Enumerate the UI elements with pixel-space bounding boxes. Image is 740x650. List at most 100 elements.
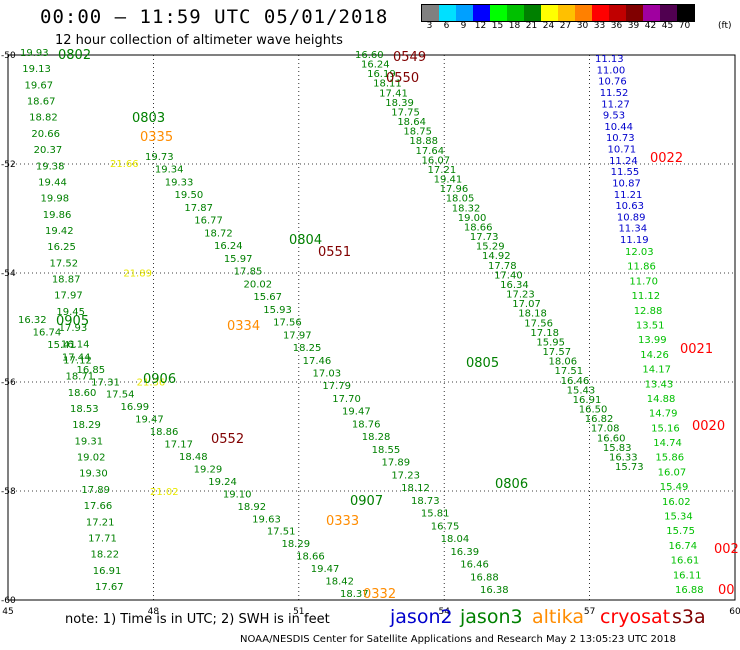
- colorbar-label: 15: [491, 21, 504, 31]
- colorbar-swatch: [609, 5, 626, 21]
- s3a-value: 17.08: [591, 424, 620, 435]
- colorbar-swatch: [507, 5, 524, 21]
- jason3-value: 19.47: [135, 415, 164, 426]
- s3a-value: 17.51: [555, 366, 584, 377]
- colorbar-label: 21: [525, 21, 538, 31]
- colorbar-label: 6: [443, 21, 450, 31]
- jason3-value: 17.21: [86, 517, 115, 528]
- jason2-value: 10.44: [604, 122, 633, 133]
- jason3-value: 16.99: [120, 402, 149, 413]
- track-values: 11.1311.0010.7611.5211.279.5310.4410.731…: [18, 48, 704, 600]
- time-label: 0905: [56, 314, 89, 329]
- time-label: 0802: [58, 48, 91, 63]
- time-label: 0550: [386, 71, 419, 86]
- s3a-value: 18.66: [464, 222, 493, 233]
- jason3-value: 18.48: [179, 452, 208, 463]
- jason2-value: 16.11: [673, 570, 702, 581]
- s3a-value: 17.75: [391, 107, 420, 118]
- jason3-value: 17.85: [234, 267, 263, 278]
- jason3-value: 18.55: [372, 445, 401, 456]
- s3a-value: 16.34: [500, 280, 529, 291]
- jason3-value: 18.28: [362, 432, 391, 443]
- jason3-value: 18.37: [340, 589, 369, 600]
- time-label: 0906: [143, 372, 176, 387]
- time-label: 0551: [318, 245, 351, 260]
- jason3-value: 17.89: [81, 485, 110, 496]
- jason2-value: 11.70: [629, 276, 658, 287]
- colorbar-label: 33: [593, 21, 606, 31]
- jason3-value: 16.46: [460, 560, 489, 571]
- jason2-value: 12.88: [634, 306, 663, 317]
- s3a-value: 16.33: [609, 452, 638, 463]
- jason2-value: 11.86: [627, 262, 656, 273]
- jason3-value: 19.45: [56, 307, 85, 318]
- altika-value: 21.02: [150, 487, 179, 498]
- jason3-value: 18.66: [296, 552, 325, 563]
- time-label: 0804: [289, 233, 322, 248]
- jason3-value: 17.97: [54, 291, 83, 302]
- jason2-value: 11.19: [620, 235, 649, 246]
- jason2-value: 11.00: [597, 65, 626, 76]
- jason3-value: 19.98: [40, 194, 69, 205]
- jason2-value: 16.02: [662, 497, 691, 508]
- s3a-value: 17.56: [524, 318, 553, 329]
- colorbar-label: 27: [559, 21, 572, 31]
- colorbar-label: 30: [576, 21, 589, 31]
- s3a-value: 17.07: [512, 299, 541, 310]
- jason2-value: 13.99: [638, 335, 667, 346]
- jason3-value: 19.67: [25, 80, 54, 91]
- jason2-value: 11.13: [595, 54, 624, 65]
- s3a-value: 17.64: [415, 146, 444, 157]
- s3a-value: 17.40: [494, 270, 523, 281]
- s3a-value: 16.82: [585, 414, 614, 425]
- jason2-value: 10.73: [606, 133, 635, 144]
- jason3-value: 18.04: [441, 534, 470, 545]
- jason2-value: 11.12: [632, 291, 661, 302]
- y-tick-label: -58: [1, 487, 16, 497]
- jason3-value: 17.12: [63, 355, 92, 366]
- jason2-value: 14.26: [640, 350, 669, 361]
- s3a-value: 15.73: [615, 462, 644, 473]
- jason3-value: 17.44: [62, 352, 91, 363]
- jason3-value: 18.76: [352, 419, 381, 430]
- jason3-value: 17.93: [59, 323, 88, 334]
- jason3-value: 19.86: [43, 210, 72, 221]
- time-label: 0549: [393, 50, 426, 65]
- jason3-value: 19.33: [165, 177, 194, 188]
- jason3-value: 20.37: [34, 145, 63, 156]
- s3a-value: 16.19: [367, 69, 396, 80]
- jason3-value: 19.50: [175, 190, 204, 201]
- legend-jason3: jason3: [460, 606, 523, 628]
- colorbar-swatch: [439, 5, 456, 21]
- jason2-value: 15.49: [660, 482, 689, 493]
- jason2-value: 10.71: [608, 145, 637, 156]
- jason3-value: 17.23: [391, 470, 420, 481]
- colorbar-label: 9: [460, 21, 467, 31]
- jason3-value: 17.71: [88, 533, 117, 544]
- jason3-value: 15.93: [263, 305, 292, 316]
- time-label: 0806: [495, 477, 528, 492]
- jason3-value: 18.87: [52, 275, 81, 286]
- jason3-value: 16.91: [93, 566, 122, 577]
- page-title: 00:00 – 11:59 UTC 05/01/2018: [40, 6, 389, 28]
- jason2-value: 14.74: [653, 438, 682, 449]
- jason3-value: 19.47: [342, 407, 371, 418]
- jason3-value: 16.75: [431, 521, 460, 532]
- jason3-value: 17.87: [184, 203, 213, 214]
- note-text: note: 1) Time is in UTC; 2) SWH is in fe…: [65, 612, 330, 627]
- jason3-value: 16.14: [61, 339, 90, 350]
- jason3-value: 18.53: [70, 404, 99, 415]
- jason2-value: 16.88: [675, 585, 704, 596]
- colorbar-labels: 3 6 9 12 15 18 21 24 27 30 33 36 39 42 45 70: [421, 21, 693, 31]
- s3a-value: 18.18: [518, 309, 547, 320]
- jason3-value: 16.88: [470, 572, 499, 583]
- jason2-value: 15.34: [664, 512, 693, 523]
- jason2-value: 11.21: [614, 190, 643, 201]
- colorbar-swatch: [643, 5, 660, 21]
- jason3-value: 17.46: [303, 356, 332, 367]
- colorbar-unit: (ft): [718, 21, 732, 31]
- s3a-value: 18.11: [373, 79, 402, 90]
- page-subtitle: 12 hour collection of altimeter wave hei…: [55, 33, 343, 48]
- x-tick-label: 48: [148, 607, 160, 617]
- s3a-value: 15.95: [536, 337, 565, 348]
